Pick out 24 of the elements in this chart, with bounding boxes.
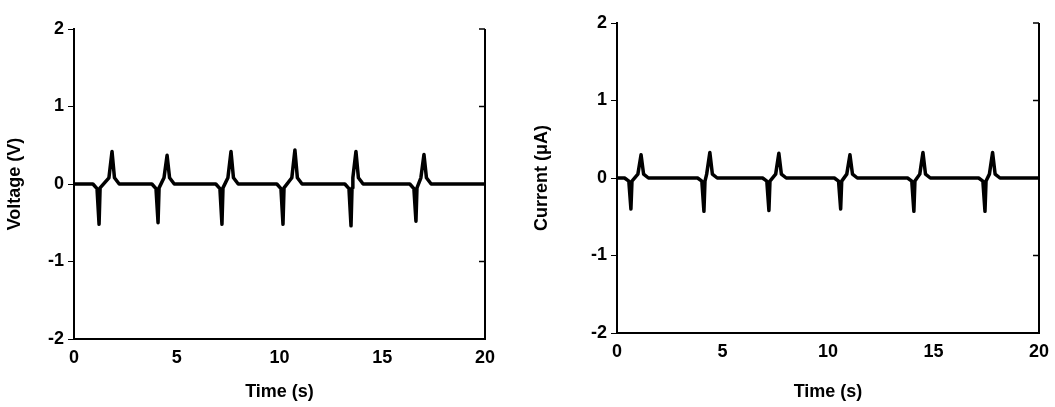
x-tick-label: 20 [1028,340,1050,361]
x-tick-label: 0 [68,346,80,367]
y-tick-label: -2 [590,321,607,342]
x-axis-title: Time (s) [245,381,314,402]
x-tick-label: 5 [717,340,728,361]
y-tick-label: 0 [596,166,607,187]
y-axis-title: Voltage (V) [3,137,24,231]
y-tick-label: -2 [47,327,64,348]
x-tick-label: 15 [923,340,944,361]
x-tick-label: 15 [372,346,393,367]
x-tick-label: 5 [171,346,182,367]
y-tick-label: 2 [53,17,64,38]
x-tick-label: 10 [817,340,839,361]
y-tick-label: 2 [596,11,607,32]
y-tick-label: 1 [596,89,607,110]
x-tick-label: 0 [611,340,623,361]
y-axis-title: Current (μA) [530,124,551,232]
y-tick-label: 1 [53,95,64,116]
x-axis-title: Time (s) [793,381,863,402]
y-tick-label: 0 [53,172,64,193]
y-tick-label: -1 [47,250,64,271]
x-tick-label: 10 [269,346,290,367]
x-tick-label: 20 [474,346,496,367]
y-tick-label: -1 [590,244,607,265]
